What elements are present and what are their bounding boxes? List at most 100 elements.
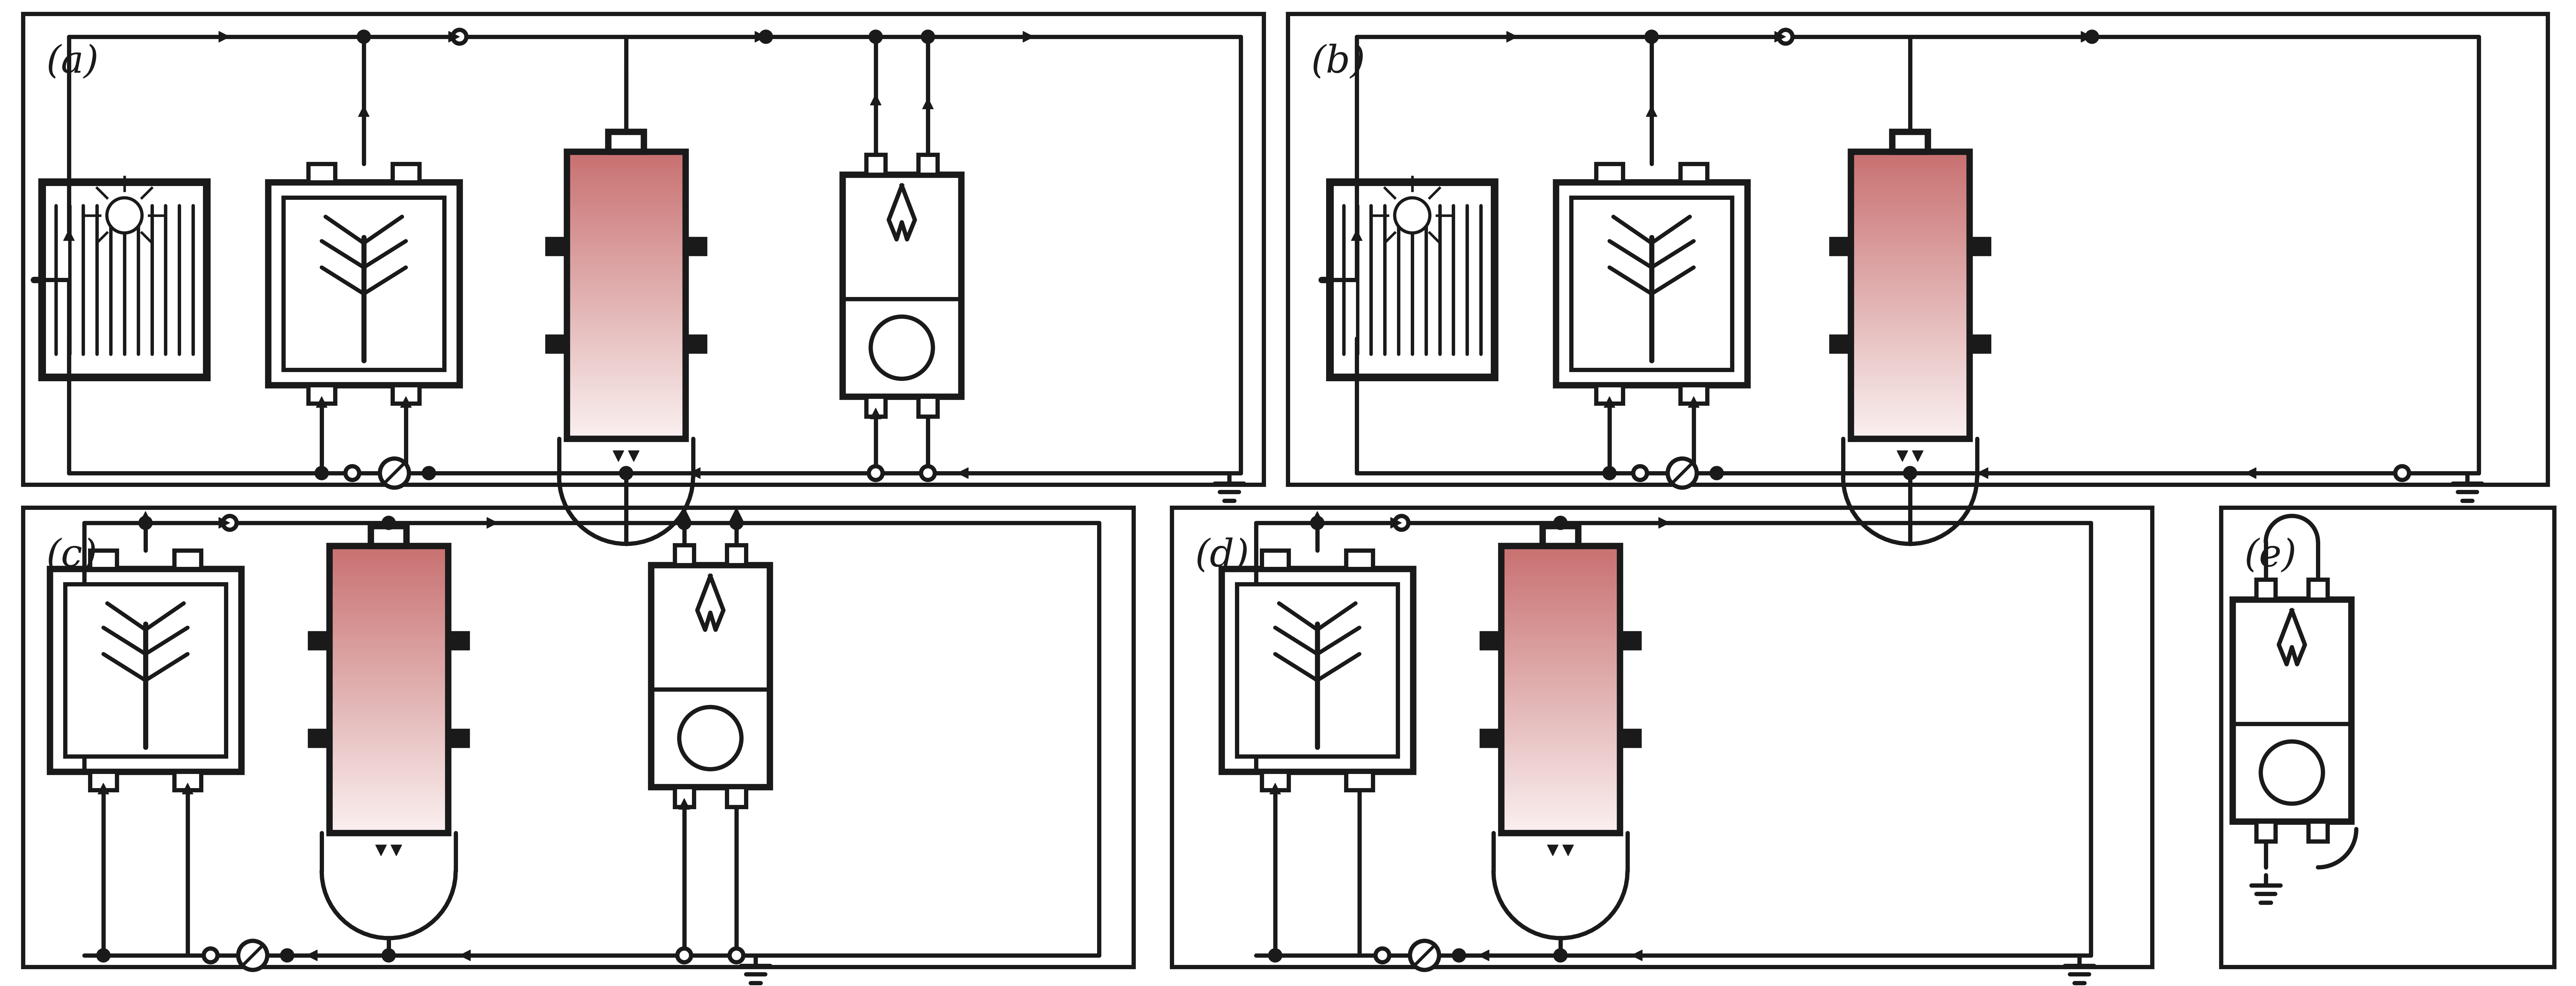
Bar: [330, 586, 448, 588]
Bar: [567, 173, 685, 175]
Bar: [567, 272, 685, 274]
Bar: [1502, 620, 1620, 622]
Bar: [1850, 245, 1971, 247]
Circle shape: [2084, 30, 2099, 43]
Bar: [1850, 437, 1971, 439]
Bar: [567, 248, 685, 251]
Circle shape: [1409, 941, 1440, 970]
Bar: [1502, 545, 1620, 548]
Bar: [330, 742, 448, 744]
Bar: [1329, 182, 1494, 378]
Polygon shape: [1911, 451, 1924, 461]
Bar: [567, 183, 685, 186]
Bar: [1502, 576, 1620, 579]
Bar: [330, 769, 448, 772]
Bar: [1850, 185, 1971, 188]
Bar: [1850, 431, 1971, 433]
Bar: [330, 637, 448, 640]
Bar: [330, 657, 448, 659]
Bar: [1502, 752, 1620, 754]
Bar: [567, 169, 685, 171]
Bar: [866, 155, 886, 175]
Bar: [1502, 561, 1620, 563]
Bar: [1850, 312, 1971, 315]
Bar: [567, 238, 685, 240]
Bar: [1850, 319, 1971, 321]
Bar: [1502, 689, 1620, 691]
Bar: [2257, 580, 2275, 599]
Bar: [567, 287, 685, 289]
Bar: [1850, 303, 1971, 305]
Bar: [1502, 649, 1620, 651]
Bar: [330, 773, 448, 775]
Bar: [330, 746, 448, 748]
Bar: [330, 744, 448, 746]
Bar: [1262, 772, 1288, 790]
Bar: [1502, 785, 1620, 787]
Bar: [1850, 407, 1971, 410]
Bar: [1850, 375, 1971, 378]
Bar: [1502, 647, 1620, 649]
Bar: [330, 748, 448, 750]
Bar: [330, 813, 448, 815]
Polygon shape: [98, 783, 108, 794]
Bar: [330, 706, 448, 709]
Bar: [1850, 425, 1971, 427]
Bar: [330, 783, 448, 785]
Polygon shape: [219, 518, 229, 528]
Bar: [567, 277, 685, 280]
Bar: [567, 266, 685, 268]
Bar: [1850, 268, 1971, 270]
Bar: [1850, 335, 1971, 337]
Bar: [1502, 616, 1620, 618]
Bar: [1502, 793, 1620, 795]
Bar: [1850, 203, 1971, 205]
Bar: [1850, 236, 1971, 238]
Bar: [1850, 427, 1971, 429]
Bar: [1172, 508, 2151, 967]
Bar: [330, 811, 448, 813]
Bar: [1850, 279, 1971, 282]
Bar: [1502, 804, 1620, 807]
Bar: [1502, 637, 1620, 640]
Bar: [567, 405, 685, 408]
Bar: [1502, 815, 1620, 817]
Bar: [567, 176, 685, 178]
Bar: [567, 335, 685, 337]
Bar: [1502, 811, 1620, 813]
Bar: [330, 687, 448, 689]
Bar: [2257, 821, 2275, 841]
Bar: [567, 209, 685, 211]
Bar: [1502, 639, 1620, 642]
Bar: [330, 582, 448, 584]
Bar: [1502, 628, 1620, 630]
Bar: [330, 565, 448, 567]
Bar: [1850, 405, 1971, 408]
Bar: [330, 561, 448, 563]
Bar: [1850, 388, 1971, 390]
Circle shape: [760, 30, 773, 43]
Bar: [330, 730, 448, 732]
Bar: [1502, 683, 1620, 685]
Bar: [1502, 702, 1620, 705]
Bar: [1850, 433, 1971, 435]
Circle shape: [1602, 466, 1615, 480]
Circle shape: [868, 466, 884, 480]
Bar: [1850, 152, 1971, 439]
Bar: [567, 366, 685, 368]
Bar: [1850, 176, 1971, 178]
Bar: [1502, 659, 1620, 661]
Polygon shape: [219, 32, 229, 42]
Bar: [1288, 14, 2548, 484]
Bar: [330, 763, 448, 766]
Bar: [330, 588, 448, 590]
Bar: [1502, 594, 1620, 596]
Polygon shape: [1270, 783, 1280, 794]
Bar: [1850, 404, 1971, 406]
Bar: [1502, 665, 1620, 667]
Bar: [1850, 256, 1971, 258]
Circle shape: [677, 516, 690, 529]
Polygon shape: [1775, 32, 1785, 42]
Bar: [1502, 563, 1620, 565]
Bar: [1221, 569, 1414, 772]
